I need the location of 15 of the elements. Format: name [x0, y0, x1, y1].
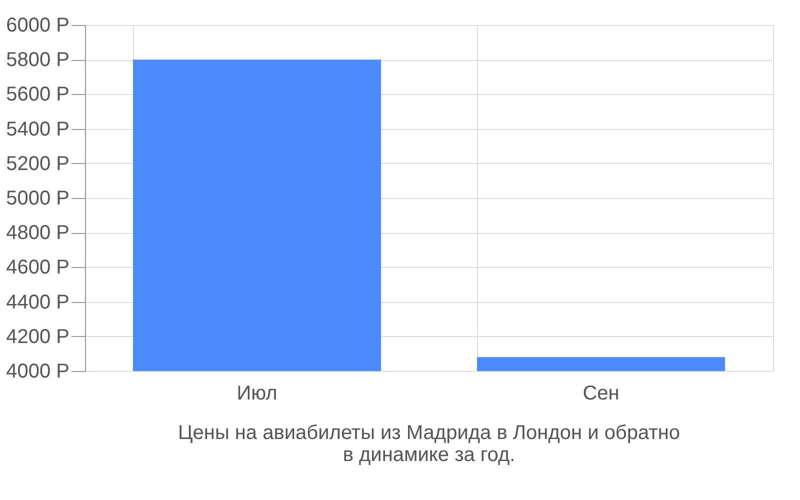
y-tick-label: 6000 Р	[6, 14, 70, 36]
y-tick-label: 4600 Р	[6, 256, 70, 279]
y-tick-label: 5200 Р	[6, 152, 70, 175]
y-tick-label: 4200 Р	[6, 326, 70, 348]
y-tick-label: 5000 Р	[6, 188, 70, 210]
y-tick-label: 4000 Р	[6, 360, 70, 382]
y-tick-label: 5800 Р	[6, 49, 70, 72]
text: Цены на авиабилеты из Мадрида в Лондон и обратно	[178, 422, 680, 444]
y-tick-label: 5600 Р	[6, 84, 70, 106]
y-tick-label: 4800 Р	[6, 222, 70, 244]
text: в динамике за год.	[342, 444, 516, 466]
x-tick-label: Июл	[236, 382, 278, 404]
y-tick-label: 4400 Р	[6, 291, 70, 314]
y-tick-label: 5400 Р	[6, 118, 70, 140]
x-tick-label: Сен	[582, 382, 620, 404]
